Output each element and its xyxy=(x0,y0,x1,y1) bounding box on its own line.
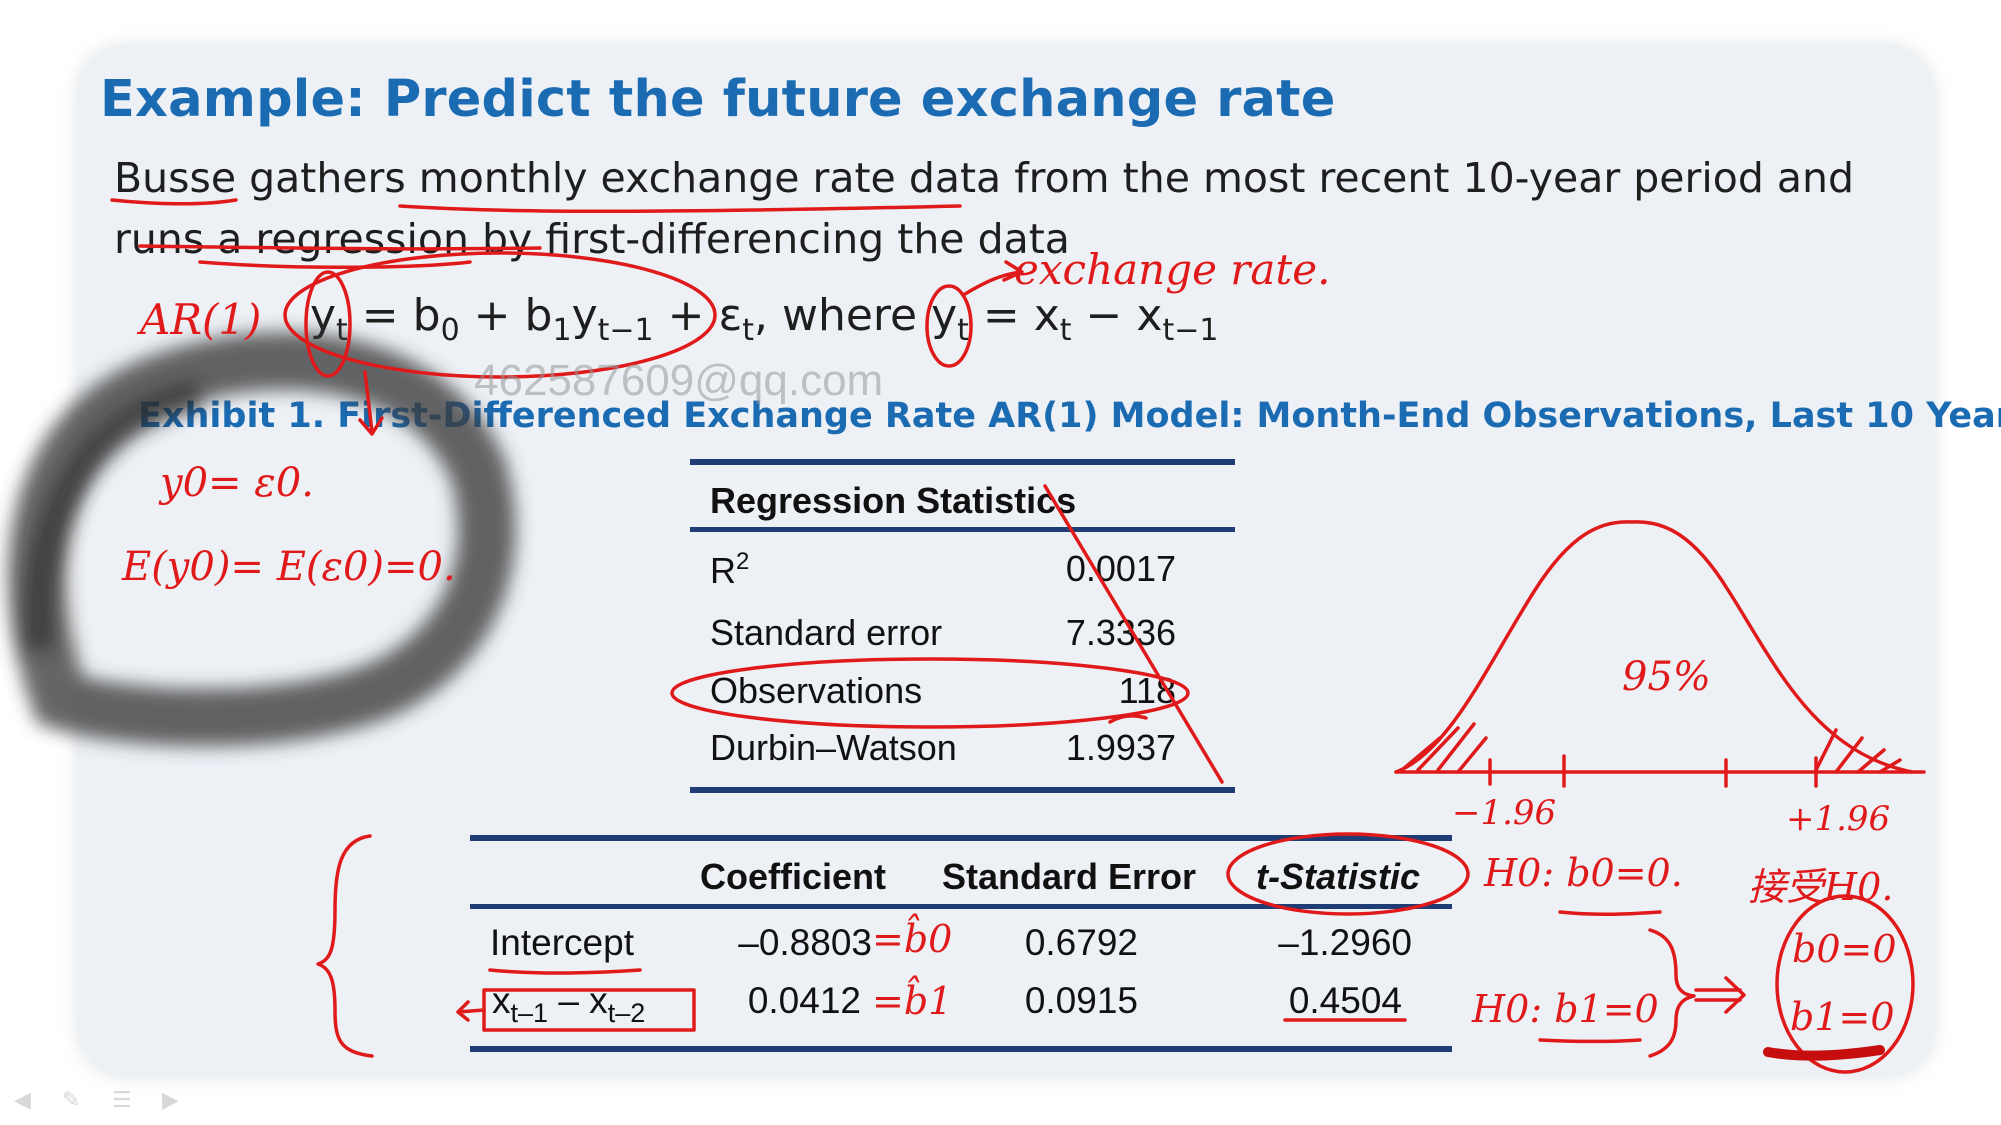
stats-label: R2 xyxy=(710,548,750,591)
box-lag-term xyxy=(482,988,696,1032)
grey-marker-scribble xyxy=(8,332,516,747)
ink-exchange-rate: exchange rate. xyxy=(1014,245,1331,294)
strike-runs xyxy=(138,244,542,251)
arrow-exchange xyxy=(963,260,1024,296)
ink-b0-hat: =b̂0 xyxy=(872,914,952,961)
stats-label: Observations xyxy=(710,670,923,711)
coef-rule-top xyxy=(470,835,1452,841)
bell-curve xyxy=(1394,520,1914,774)
ink-b1-hat: =b̂1 xyxy=(872,976,952,1023)
coef-row-intercept-t-stat: –1.2960 xyxy=(1278,922,1412,963)
underline-h0-b0 xyxy=(1558,910,1662,917)
coef-row-lag-name: xt–1 – xt–2 xyxy=(492,980,646,1028)
underline-monthly xyxy=(398,204,962,214)
circle-x-t xyxy=(925,284,973,368)
menu-icon[interactable]: ☰ xyxy=(112,1088,132,1113)
slide-title: Example: Predict the future exchange rat… xyxy=(100,70,1336,129)
ink-h0-b1: H0: b1=0 xyxy=(1471,987,1659,1031)
coef-rule-bottom xyxy=(470,1046,1452,1052)
coef-row-intercept-name: Intercept xyxy=(490,922,634,963)
stats-row-durbin-watson: Durbin–Watson 1.9937 xyxy=(710,727,1176,779)
ink-reject-h0: 接受H0. xyxy=(1748,865,1893,909)
circle-y-t xyxy=(304,270,352,378)
marker-under-b1 xyxy=(1763,1045,1885,1061)
coef-row-intercept-std-error: 0.6792 xyxy=(1024,922,1138,963)
coef-rule-mid xyxy=(470,904,1452,909)
ar1-equation: yt = b0 + b1yt−1 + εt, where yt = xt − x… xyxy=(310,290,1219,348)
stats-value: 1.9937 xyxy=(1065,727,1176,768)
circle-conclusion xyxy=(1775,894,1915,1074)
stats-rule-bottom xyxy=(690,787,1235,793)
tick-118 xyxy=(1108,714,1148,724)
coef-row-lag-std-error: 0.0915 xyxy=(1024,980,1138,1021)
stats-rule-mid xyxy=(690,527,1235,532)
email-watermark: 462587609@qq.com xyxy=(474,356,884,405)
ink-h0-b0: H0: b0=0. xyxy=(1483,851,1683,895)
ink-pos-196: +1.96 xyxy=(1786,799,1890,839)
double-arrow xyxy=(1694,976,1746,1014)
left-tail-hatch xyxy=(1400,722,1488,774)
right-tail-hatch xyxy=(1814,728,1902,774)
ink-ar1: AR(1) xyxy=(136,295,261,344)
prev-icon[interactable]: ◀ xyxy=(14,1088,31,1113)
ink-95pct: 95% xyxy=(1622,654,1711,700)
stats-row-standard-error: Standard error 7.3336 xyxy=(710,612,1176,664)
strike-stats xyxy=(1043,484,1224,784)
coef-row-lag-coefficient: 0.0412 xyxy=(747,980,861,1021)
stats-heading: Regression Statistics xyxy=(710,480,1077,521)
stats-value: 7.3336 xyxy=(1065,612,1176,653)
coef-header-t-statistic: t-Statistic xyxy=(1256,856,1421,897)
stats-label: Durbin–Watson xyxy=(710,727,957,768)
coef-header-standard-error: Standard Error xyxy=(942,856,1197,897)
underline-intercept xyxy=(488,968,642,975)
ink-neg-196: −1.96 xyxy=(1452,793,1556,833)
ink-expectation: E(y0)= E(ε0)=0. xyxy=(121,544,456,590)
ink-concl-b0: b0=0 xyxy=(1792,927,1897,971)
stats-label: Standard error xyxy=(710,612,943,653)
coef-header-coefficient: Coefficient xyxy=(700,856,887,897)
next-icon[interactable]: ▶ xyxy=(162,1088,179,1113)
circle-observations xyxy=(670,657,1190,729)
brace-left xyxy=(316,834,374,1058)
circle-equation xyxy=(283,251,717,379)
underline-h0-b1 xyxy=(1538,1038,1642,1044)
circle-t-statistic xyxy=(1226,832,1470,916)
intro-line-1: Busse gathers monthly exchange rate data… xyxy=(114,154,1855,202)
brace-right xyxy=(1648,928,1696,1058)
intro-line-2: runs a regression by first-differencing … xyxy=(114,215,1070,263)
underline-runs xyxy=(198,260,472,270)
pen-icon[interactable]: ✎ xyxy=(62,1088,81,1113)
coef-row-intercept-coefficient: –0.8803 xyxy=(738,922,872,963)
stats-rule-top xyxy=(690,459,1235,465)
coef-row-lag-t-stat: 0.4504 xyxy=(1288,980,1402,1021)
ink-concl-b1: b1=0 xyxy=(1790,995,1895,1039)
arrow-down-y0 xyxy=(358,370,384,436)
arrow-lag xyxy=(456,1000,486,1022)
ink-y0-eq: y0= ε0. xyxy=(158,460,314,506)
underline-busse xyxy=(110,198,238,206)
